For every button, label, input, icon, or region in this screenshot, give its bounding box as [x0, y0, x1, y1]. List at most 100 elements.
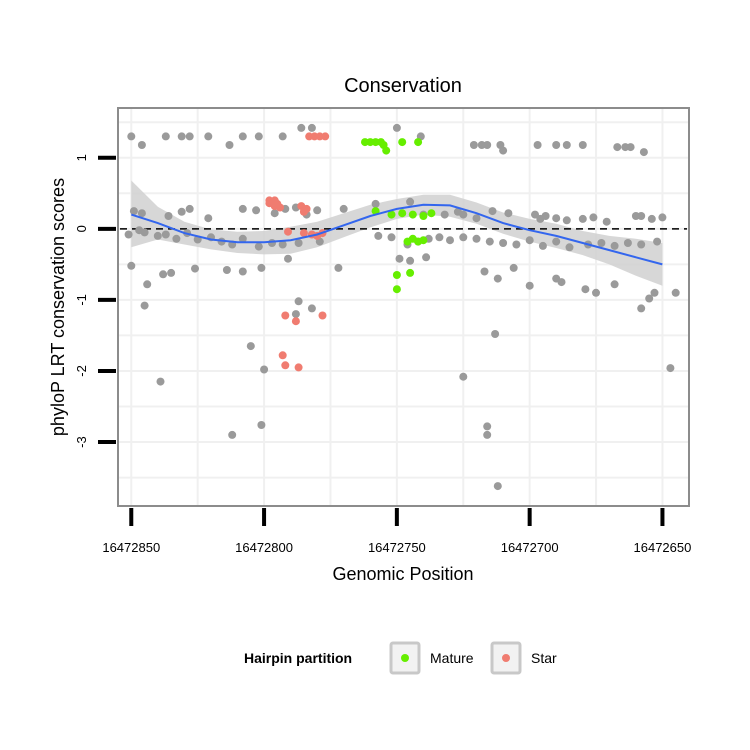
data-point-other	[531, 210, 539, 219]
data-point-other	[552, 237, 561, 246]
data-point-other	[137, 141, 146, 149]
chart-title: Conservation	[344, 75, 462, 97]
data-point-other	[552, 141, 561, 149]
data-point-other	[159, 270, 168, 279]
data-point-other	[185, 204, 194, 213]
data-point-other	[294, 297, 303, 306]
confidence-band	[131, 180, 663, 286]
data-point-other	[562, 141, 571, 149]
data-point-other	[592, 288, 600, 297]
data-point-other	[204, 214, 213, 223]
smooth-trend-line	[130, 203, 663, 266]
data-point-other	[557, 278, 566, 287]
data-point-other	[284, 254, 292, 263]
x-tick-label: 16472650	[634, 540, 692, 555]
data-point-other	[238, 132, 247, 141]
x-tick-label: 16472700	[501, 540, 559, 555]
confidence-band-area	[131, 180, 663, 286]
data-point-star	[321, 132, 330, 141]
data-point-other	[512, 240, 521, 249]
data-point-other	[459, 233, 468, 242]
data-point-other	[129, 207, 138, 216]
data-point-other	[294, 239, 303, 247]
data-point-other	[291, 310, 300, 319]
data-point-mature	[398, 209, 407, 218]
data-point-other	[645, 294, 654, 303]
data-point-other	[637, 212, 646, 220]
data-point-other	[278, 240, 287, 249]
data-point-star	[276, 203, 284, 212]
data-point-other	[525, 236, 534, 245]
data-points	[124, 123, 680, 491]
y-axis-ticks: 1 0 -1 -2 -3	[74, 154, 116, 448]
data-point-other	[602, 217, 611, 226]
x-tick-label: 16472850	[102, 540, 160, 555]
y-tick-label: -2	[74, 365, 89, 377]
data-point-other	[395, 254, 404, 263]
data-point-other	[440, 210, 449, 219]
data-point-other	[392, 123, 401, 132]
data-point-mature	[408, 210, 417, 219]
y-tick-label: 0	[74, 225, 89, 232]
data-point-other	[488, 207, 497, 216]
data-point-other	[472, 214, 481, 223]
data-point-other	[483, 422, 492, 431]
data-point-star	[281, 311, 290, 320]
data-point-other	[650, 288, 659, 297]
data-point-other	[268, 239, 276, 247]
data-point-other	[161, 132, 170, 141]
data-point-other	[469, 141, 478, 149]
data-point-mature	[392, 285, 401, 294]
data-point-other	[422, 253, 431, 262]
data-point-other	[254, 132, 263, 141]
data-point-other	[491, 330, 500, 338]
data-point-other	[140, 301, 149, 310]
legend-title: Hairpin partition	[244, 650, 352, 666]
data-point-other	[446, 236, 454, 245]
data-point-other	[597, 239, 606, 247]
data-point-star	[299, 207, 308, 216]
data-point-other	[137, 209, 146, 218]
legend-dot-mature	[401, 654, 409, 662]
data-point-other	[483, 430, 492, 439]
data-point-other	[124, 230, 133, 239]
y-tick-label: 1	[74, 154, 89, 161]
data-point-other	[623, 239, 632, 247]
data-point-star	[294, 363, 303, 372]
data-point-other	[156, 377, 165, 386]
data-point-other	[238, 234, 247, 243]
data-point-star	[281, 361, 290, 370]
data-point-other	[225, 141, 234, 149]
data-point-other	[204, 132, 213, 141]
data-point-other	[581, 285, 590, 294]
x-tick-label: 16472800	[235, 540, 293, 555]
data-point-star	[291, 317, 300, 326]
data-point-other	[167, 268, 176, 277]
data-point-other	[260, 365, 269, 374]
data-point-other	[127, 261, 136, 270]
data-point-other	[161, 230, 170, 239]
y-tick-label: -3	[74, 436, 89, 448]
data-point-other	[238, 267, 247, 276]
smooth-line-path	[130, 203, 663, 266]
legend-label-mature: Mature	[430, 650, 474, 666]
x-axis-ticks: 16472850 16472800 16472750 16472700 16472650	[102, 508, 691, 555]
data-point-other	[480, 267, 489, 276]
data-point-other	[238, 204, 247, 213]
data-point-other	[578, 214, 587, 223]
data-point-other	[533, 141, 542, 149]
data-point-other	[610, 280, 619, 289]
data-point-other	[278, 132, 287, 141]
data-point-other	[552, 214, 561, 223]
data-point-other	[459, 210, 468, 219]
data-point-other	[671, 288, 680, 297]
data-point-other	[164, 212, 173, 220]
data-point-other	[374, 231, 383, 240]
x-tick-label: 16472750	[368, 540, 426, 555]
data-point-other	[525, 281, 534, 290]
data-point-other	[538, 241, 547, 250]
data-point-other	[626, 143, 635, 152]
data-point-other	[504, 209, 513, 218]
data-point-other	[313, 206, 322, 215]
